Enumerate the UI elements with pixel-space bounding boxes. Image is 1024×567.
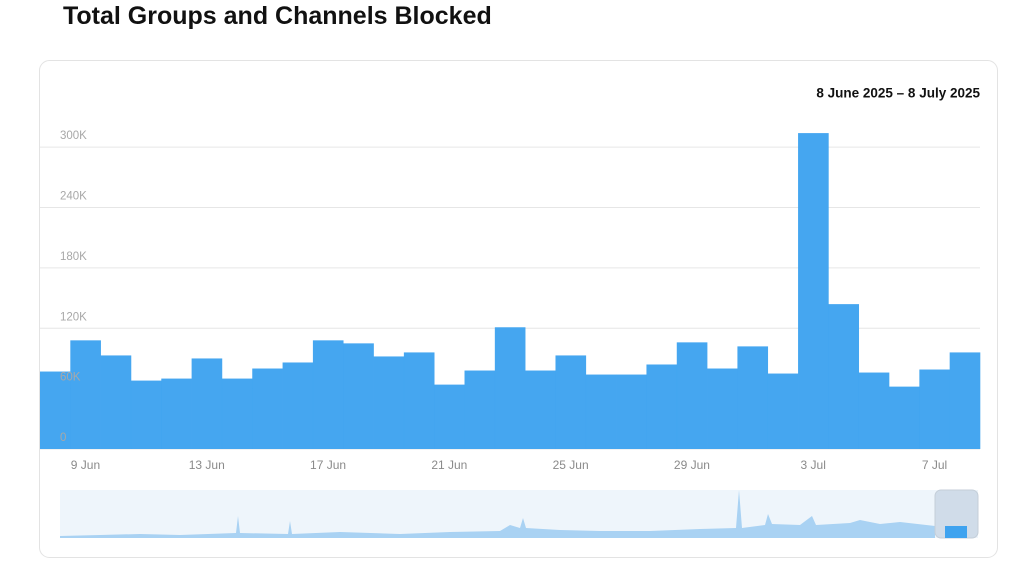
bar [434,384,465,449]
bar [221,378,253,449]
bar [70,340,101,449]
x-tick-label: 17 Jun [310,458,346,472]
bar [130,380,162,449]
bar [919,369,950,449]
y-tick-label: 180K [60,251,87,263]
labels: 0 60K 120K 180K 240K 300K 9 Jun 13 Jun 17 Jun 21 … [60,130,947,472]
bar [403,352,435,449]
x-tick-label: 25 Jun [553,458,589,472]
bar [889,386,920,449]
bar [100,355,132,449]
date-range: 8 June 2025 – 8 July 2025 [816,86,980,101]
bar [798,133,829,449]
bar [191,358,223,449]
navigator-selection [945,526,967,538]
bar [494,327,526,449]
y-tick-label: 300K [60,130,87,142]
bar [616,374,647,449]
bar [858,372,890,449]
bar [373,356,405,449]
page-title: Total Groups and Channels Blocked [63,2,492,30]
y-tick-label: 240K [60,191,87,203]
bar [525,370,556,449]
bar [767,373,799,449]
navigator-shape [60,490,935,538]
bar [737,346,769,449]
x-tick-label: 29 Jun [674,458,710,472]
bar [252,368,283,449]
bar [312,340,344,449]
bar [555,355,587,449]
bar [343,343,374,449]
x-tick-label: 9 Jun [71,458,100,472]
y-tick-label: 60K [60,372,81,384]
bars [40,133,981,449]
bar [646,364,678,449]
bar [828,304,860,449]
bar [282,362,314,449]
bar [464,370,496,449]
x-tick-label: 3 Jul [801,458,826,472]
y-tick-label: 0 [60,432,66,444]
bar [949,352,981,449]
bar [585,374,617,449]
bar [161,378,192,449]
y-tick-label: 120K [60,311,87,323]
bar [676,342,708,449]
bar [707,368,738,449]
navigator[interactable] [60,489,979,539]
x-tick-label: 7 Jul [922,458,947,472]
x-tick-label: 13 Jun [189,458,225,472]
x-tick-label: 21 Jun [431,458,467,472]
bar [40,371,71,449]
